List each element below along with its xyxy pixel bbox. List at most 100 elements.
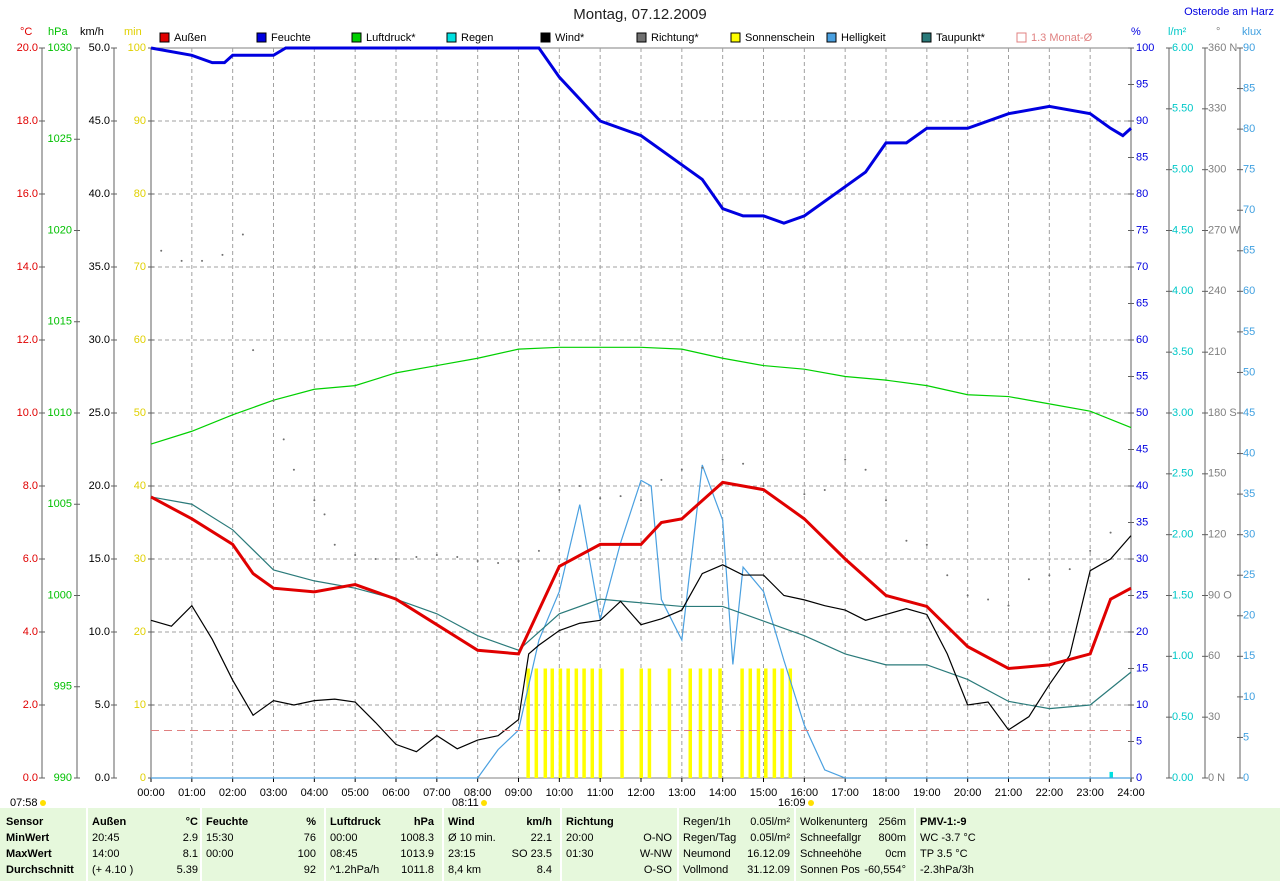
stats-cell: (+ 4.10 ) <box>92 864 133 876</box>
stats-cell: 20:45 <box>92 832 120 844</box>
y-tick-label: 30 <box>1136 553 1148 565</box>
direction-point <box>660 478 663 481</box>
y-tick-label: 50 <box>1136 407 1148 419</box>
direction-point <box>497 562 500 565</box>
stats-cell: 00:00 <box>206 848 234 860</box>
series-line <box>151 464 1131 779</box>
y-tick-label: 1005 <box>48 498 72 510</box>
bar <box>598 668 603 778</box>
direction-point <box>823 489 826 492</box>
series-line <box>150 496 1132 710</box>
bar <box>780 668 784 778</box>
direction-point <box>844 458 847 461</box>
sunrise-label: 07:58 <box>10 797 38 809</box>
direction-point <box>354 553 357 556</box>
y-tick-label: 150 <box>1208 468 1226 480</box>
y-tick-label: 80 <box>134 188 146 200</box>
y-tick-label: 65 <box>1243 245 1255 257</box>
stats-cell: 8,4 km <box>448 864 481 876</box>
direction-point <box>323 513 326 516</box>
y-tick-label: 990 <box>54 772 72 784</box>
direction-point <box>1048 574 1051 577</box>
stats-cell: PMV-1:-9 <box>920 816 966 828</box>
stats-cell: 08:45 <box>330 848 358 860</box>
legend-swatch <box>1016 32 1027 43</box>
x-tick-label: 07:00 <box>423 787 451 799</box>
stats-cell: 256m <box>878 816 906 828</box>
stats-cell: ^1.2hPa/h <box>330 864 379 876</box>
stats-cell: Ø 10 min. <box>448 832 496 844</box>
stats-cell: 1008.3 <box>400 832 434 844</box>
y-tick-label: 0 N <box>1208 772 1225 784</box>
y-tick-label: 0 <box>1243 772 1249 784</box>
bar <box>718 668 722 778</box>
y-tick-label: 2.50 <box>1172 468 1193 480</box>
direction-point <box>885 499 887 502</box>
stats-cell: 0cm <box>885 848 906 860</box>
y-tick-label: 60 <box>1136 334 1148 346</box>
stats-cell: 31.12.09 <box>747 864 790 876</box>
y-tick-label: 20.0 <box>89 480 110 492</box>
bar <box>667 668 672 778</box>
y-tick-label: 18.0 <box>17 115 38 127</box>
stats-cell: Regen/1h <box>683 816 731 828</box>
y-tick-label: 6.0 <box>23 553 38 565</box>
direction-point <box>721 458 724 461</box>
series-line <box>150 535 1132 753</box>
stats-cell: 22.1 <box>531 832 552 844</box>
sun-marker <box>481 800 487 806</box>
y-tick-label: 4.0 <box>23 626 38 638</box>
y-tick-label: 15 <box>1243 650 1255 662</box>
direction-point <box>160 249 163 252</box>
direction-point <box>456 555 459 558</box>
y-tick-label: 1025 <box>48 133 72 145</box>
legend-label: Feuchte <box>271 32 311 44</box>
bar <box>534 668 539 778</box>
y-tick-label: 240 <box>1208 285 1226 297</box>
chart-title: Montag, 07.12.2009 <box>573 6 706 23</box>
y-tick-label: 1.50 <box>1172 589 1193 601</box>
y-tick-label: 5 <box>1243 731 1249 743</box>
y-tick-label: 60 <box>134 334 146 346</box>
stats-cell: 1013.9 <box>400 848 434 860</box>
direction-point <box>701 466 704 469</box>
direction-point <box>333 543 336 546</box>
y-tick-label: 0.00 <box>1172 772 1193 784</box>
stats-cell: 1011.8 <box>401 864 434 876</box>
y-tick-label: 55 <box>1136 370 1148 382</box>
y-tick-label: 1020 <box>48 224 72 236</box>
y-tick-label: 90 O <box>1208 589 1232 601</box>
stats-cell: 23:15 <box>448 848 476 860</box>
stats-cell: 5.39 <box>177 864 198 876</box>
y-tick-label: 80 <box>1136 188 1148 200</box>
x-tick-label: 20:00 <box>954 787 982 799</box>
y-tick-label: 20 <box>1243 610 1255 622</box>
y-tick-label: 40 <box>1243 447 1255 459</box>
y-tick-label: 25.0 <box>89 407 110 419</box>
legend-swatch <box>446 32 457 43</box>
x-tick-label: 19:00 <box>913 787 941 799</box>
y-tick-label: 30.0 <box>89 334 110 346</box>
legend-swatch <box>256 32 267 43</box>
y-tick-label: 35 <box>1243 488 1255 500</box>
sunrise-label: 08:11 <box>452 797 479 809</box>
bar <box>748 668 753 778</box>
y-tick-label: 4.00 <box>1172 285 1193 297</box>
y-tick-label: 70 <box>1136 261 1148 273</box>
y-tick-label: 16.0 <box>17 188 38 200</box>
stats-cell: Neumond <box>683 848 731 860</box>
direction-point <box>313 499 316 502</box>
bar <box>590 668 594 778</box>
series-line <box>150 46 1132 225</box>
legend-swatch <box>921 32 932 43</box>
y-tick-label: 15.0 <box>89 553 110 565</box>
y-tick-label: 3.00 <box>1172 407 1193 419</box>
x-tick-label: 18:00 <box>872 787 900 799</box>
x-tick-label: 16:00 <box>791 787 819 799</box>
direction-point <box>864 468 867 471</box>
y-tick-label: 14.0 <box>17 261 38 273</box>
x-tick-label: 14:00 <box>709 787 737 799</box>
stats-cell: Sensor <box>6 816 44 828</box>
x-tick-label: 12:00 <box>627 787 655 799</box>
stats-cell: O-NO <box>643 832 672 844</box>
